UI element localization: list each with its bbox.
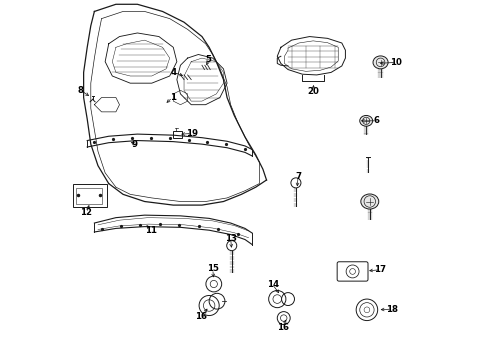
Text: 20: 20: [307, 86, 319, 95]
Text: 17: 17: [374, 265, 387, 274]
Text: 4: 4: [171, 68, 177, 77]
Text: 6: 6: [374, 116, 380, 125]
Text: 9: 9: [131, 140, 138, 149]
Ellipse shape: [360, 116, 373, 126]
Bar: [73, 184, 107, 207]
Text: 15: 15: [207, 265, 219, 274]
Text: 13: 13: [224, 234, 237, 243]
Ellipse shape: [373, 56, 388, 69]
Text: 10: 10: [391, 58, 402, 67]
Text: 7: 7: [295, 172, 301, 181]
Text: 16: 16: [277, 323, 289, 332]
Text: 19: 19: [186, 129, 198, 138]
Ellipse shape: [361, 194, 379, 209]
Bar: [76, 188, 101, 204]
Text: 18: 18: [386, 305, 398, 314]
Text: 16: 16: [195, 312, 207, 321]
Text: 12: 12: [80, 208, 93, 217]
Text: 1: 1: [170, 93, 175, 102]
Bar: [173, 131, 182, 138]
Text: 11: 11: [145, 226, 157, 235]
Text: 14: 14: [267, 280, 279, 289]
Text: 8: 8: [78, 86, 84, 95]
Text: 5: 5: [205, 55, 211, 64]
